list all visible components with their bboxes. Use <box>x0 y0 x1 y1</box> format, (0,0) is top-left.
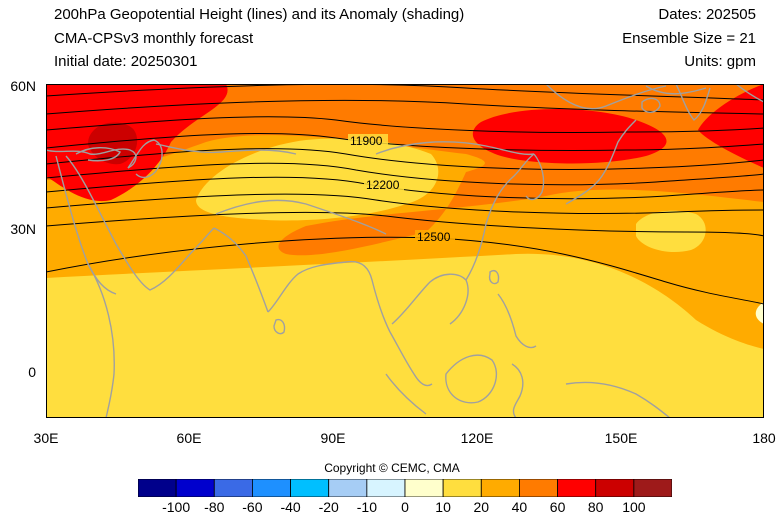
coast-borneo <box>445 354 497 404</box>
height-contours <box>46 84 764 305</box>
coast-india-west <box>213 227 269 313</box>
coast-okhotsk <box>645 85 707 95</box>
anomaly-fill-10-20-south <box>46 253 764 418</box>
colorbar-swatch <box>290 479 330 497</box>
coast-russia-far-east <box>545 84 667 110</box>
colorbar-label: -40 <box>280 499 301 515</box>
colorbar <box>138 479 672 497</box>
coast-korea <box>525 153 545 201</box>
coast-tibet-border <box>215 199 387 235</box>
colorbar-swatch <box>328 479 368 497</box>
coast-sumatra <box>385 373 427 415</box>
lat-label-0: 0 <box>28 364 36 380</box>
colorbar-label: 80 <box>587 499 604 515</box>
coast-mongolia <box>375 141 535 156</box>
map-frame <box>46 84 764 418</box>
forecast-dates: Dates: 202505 <box>658 6 756 23</box>
coast-africa-horn <box>87 263 115 418</box>
units-label: Units: gpm <box>684 53 756 70</box>
colorbar-swatch <box>633 479 672 497</box>
coast-china-east <box>465 153 535 281</box>
coast-philippines <box>497 293 537 349</box>
anomaly-fill-60-80-far-east <box>698 84 764 168</box>
lon-label-150e: 150E <box>604 430 638 446</box>
coast-indochina <box>391 273 469 325</box>
contour-label-12500: 12500 <box>417 230 451 244</box>
coast-central-asia <box>155 143 297 155</box>
colorbar-swatch <box>519 479 558 497</box>
colorbar-label: 60 <box>549 499 566 515</box>
lon-label-60e: 60E <box>176 430 202 446</box>
coast-india-east <box>267 261 347 313</box>
coast-srilanka <box>273 318 286 335</box>
lat-label-30n: 30N <box>10 221 36 237</box>
lon-label-180: 180 <box>752 430 776 446</box>
chart-title: 200hPa Geopotential Height (lines) and i… <box>54 6 465 23</box>
anomaly-fill-0-10-corner <box>755 302 764 324</box>
colorbar-swatch <box>252 479 291 497</box>
colorbar-label: -20 <box>318 499 339 515</box>
colorbar-swatch <box>480 479 520 497</box>
coast-hokkaido <box>641 97 661 113</box>
colorbar-swatch <box>404 479 444 497</box>
coast-kamchatka <box>675 84 711 121</box>
colorbar-label: -100 <box>162 499 191 515</box>
colorbar-label: -80 <box>204 499 225 515</box>
colorbar-swatch <box>213 479 253 497</box>
coast-red-sea <box>55 155 117 295</box>
colorbar-label: 20 <box>473 499 490 515</box>
coast-new-guinea <box>565 381 671 418</box>
coast-japan <box>565 119 637 205</box>
colorbar-swatch <box>175 479 215 497</box>
initial-date: Initial date: 20250301 <box>54 53 198 70</box>
anomaly-map: 11900 12200 12500 <box>46 84 764 418</box>
colorbar-label: -60 <box>242 499 263 515</box>
colorbar-swatch <box>366 479 406 497</box>
ensemble-size: Ensemble Size = 21 <box>622 30 756 47</box>
colorbar-label: 0 <box>401 499 409 515</box>
coast-arabia <box>65 155 215 291</box>
colorbar-label: 100 <box>622 499 646 515</box>
lon-label-30e: 30E <box>33 430 59 446</box>
coastlines <box>46 84 764 418</box>
model-name: CMA-CPSv3 monthly forecast <box>54 30 254 47</box>
lon-label-90e: 90E <box>320 430 346 446</box>
lat-label-60n: 60N <box>10 78 36 94</box>
colorbar-swatch <box>595 479 635 497</box>
coast-malay <box>389 331 433 387</box>
colorbar-swatch <box>557 479 597 497</box>
coast-black-sea <box>75 147 121 162</box>
copyright-text: Copyright © CEMC, CMA <box>324 461 460 475</box>
colorbar-label: 40 <box>511 499 528 515</box>
coast-caspian <box>127 139 163 179</box>
coast-taiwan <box>488 270 500 285</box>
lon-label-120e: 120E <box>460 430 494 446</box>
contour-label-11900: 11900 <box>350 134 383 148</box>
colorbar-label: -10 <box>356 499 377 515</box>
contour-label-12200: 12200 <box>366 178 400 192</box>
coast-alaska <box>735 84 764 103</box>
coast-sulawesi <box>511 363 524 418</box>
colorbar-swatch <box>138 479 177 497</box>
colorbar-label: 10 <box>435 499 451 515</box>
coast-mediterranean-africa <box>46 148 137 169</box>
coast-bay-bengal <box>345 260 391 333</box>
anomaly-fill-10-20-east <box>636 210 706 253</box>
colorbar-swatch <box>442 479 482 497</box>
